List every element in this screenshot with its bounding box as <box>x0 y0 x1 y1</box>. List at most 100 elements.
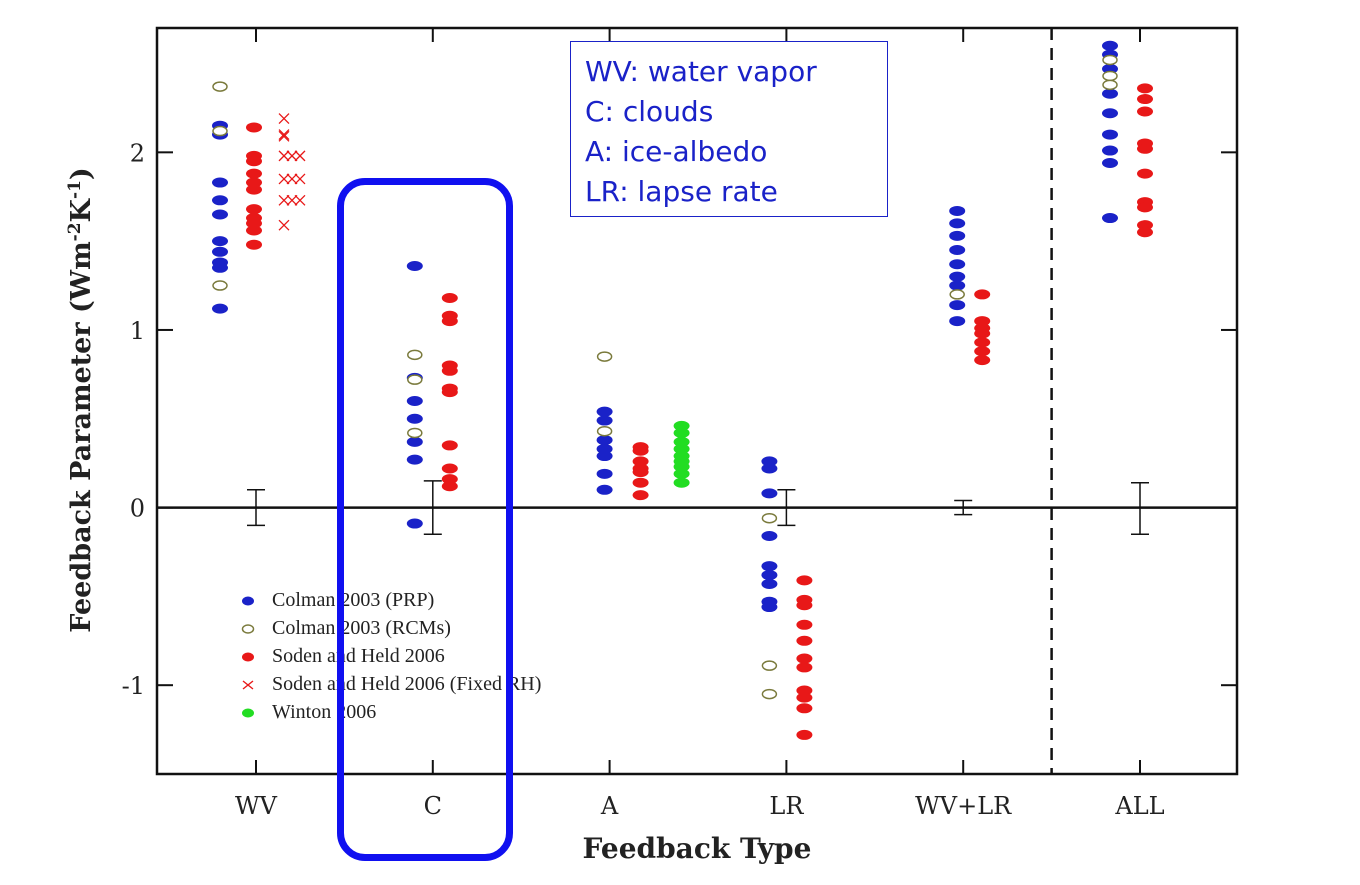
data-marks <box>212 40 1153 740</box>
cloud-feedback-highlight <box>337 178 513 861</box>
data-point <box>441 474 458 485</box>
data-point <box>1137 168 1153 179</box>
x-tick-label: C <box>424 792 442 820</box>
data-point <box>212 177 228 188</box>
data-point <box>632 477 649 488</box>
data-point <box>246 177 262 188</box>
key-line-lr: LR: lapse rate <box>585 175 778 208</box>
data-point <box>286 194 298 206</box>
data-point <box>246 239 262 250</box>
data-point <box>673 461 690 472</box>
data-point <box>278 129 290 141</box>
legend-label: Colman 2003 (PRP) <box>272 589 435 611</box>
y-axis-label-end: ) <box>66 167 97 180</box>
data-point <box>673 427 690 438</box>
filled-ellipse-blue-icon <box>242 596 254 606</box>
data-point <box>596 451 613 462</box>
key-line-a: A: ice-albedo <box>585 135 768 168</box>
data-point <box>212 125 228 137</box>
data-point <box>1102 70 1118 82</box>
data-point <box>212 209 228 220</box>
y-axis-label-sup2: -1 <box>65 180 85 199</box>
data-point <box>761 456 778 467</box>
data-point <box>1102 88 1118 99</box>
data-point <box>596 468 613 479</box>
data-point <box>632 467 649 478</box>
data-point <box>246 225 262 236</box>
data-point <box>294 173 306 185</box>
data-point <box>1137 83 1153 94</box>
data-point <box>441 387 458 398</box>
data-point <box>406 413 423 424</box>
data-point <box>278 113 290 125</box>
error-bar <box>954 499 973 516</box>
data-point <box>796 575 813 586</box>
legend-label: Winton 2006 <box>272 701 377 723</box>
data-point <box>1137 143 1153 154</box>
data-point <box>761 488 778 499</box>
data-point <box>761 688 778 700</box>
data-point <box>212 262 228 273</box>
y-tick-label: -1 <box>122 672 145 700</box>
data-point <box>1102 129 1118 140</box>
data-point <box>974 328 991 339</box>
series-winton-2006 <box>673 420 690 488</box>
y-tick-label: 0 <box>130 495 145 523</box>
data-point <box>212 303 228 314</box>
data-point <box>796 653 813 664</box>
data-point <box>1102 157 1118 168</box>
data-point <box>212 195 228 206</box>
data-point <box>796 729 813 740</box>
data-point <box>406 261 423 272</box>
data-point <box>406 396 423 406</box>
data-point <box>949 205 966 216</box>
data-point <box>974 289 991 300</box>
data-point <box>974 316 991 327</box>
data-point <box>949 259 966 270</box>
data-point <box>673 436 690 447</box>
data-point <box>673 420 690 431</box>
data-point <box>406 454 423 465</box>
data-point <box>407 374 423 385</box>
data-point <box>441 481 458 492</box>
error-bar <box>247 489 265 527</box>
open-ellipse-icon <box>241 624 255 634</box>
data-point <box>286 150 298 162</box>
data-point <box>246 204 262 215</box>
data-point <box>1137 94 1153 105</box>
data-point <box>278 194 290 206</box>
y-axis-label-main: Feedback Parameter (Wm <box>66 241 97 632</box>
data-point <box>278 219 290 231</box>
data-point <box>974 337 991 348</box>
data-point <box>761 561 778 572</box>
data-point <box>761 512 778 524</box>
data-point <box>246 168 262 179</box>
data-point <box>286 173 298 185</box>
y-tick-label: 1 <box>130 317 145 345</box>
data-point <box>796 703 813 714</box>
data-point <box>761 530 778 541</box>
data-point <box>1102 79 1118 91</box>
data-point <box>406 436 423 447</box>
x-tick-label: ALL <box>1114 792 1164 820</box>
data-point <box>673 477 690 488</box>
data-point <box>1137 227 1153 238</box>
data-point <box>761 602 778 613</box>
data-point <box>796 635 813 646</box>
data-point <box>278 173 290 185</box>
x-tick-label: WV <box>235 792 278 820</box>
data-point <box>796 662 813 673</box>
data-point <box>1137 106 1153 117</box>
x-axis-label: Feedback Type <box>583 832 812 865</box>
data-point <box>949 280 966 291</box>
data-point <box>212 236 228 247</box>
data-point <box>974 355 991 366</box>
data-point <box>407 427 423 439</box>
abbreviation-key-box: WV: water vapor C: clouds A: ice-albedo … <box>570 41 888 217</box>
data-point <box>246 122 262 133</box>
data-point <box>596 435 613 446</box>
error-bar <box>1131 481 1149 535</box>
data-point <box>673 443 690 454</box>
data-point <box>949 245 966 256</box>
